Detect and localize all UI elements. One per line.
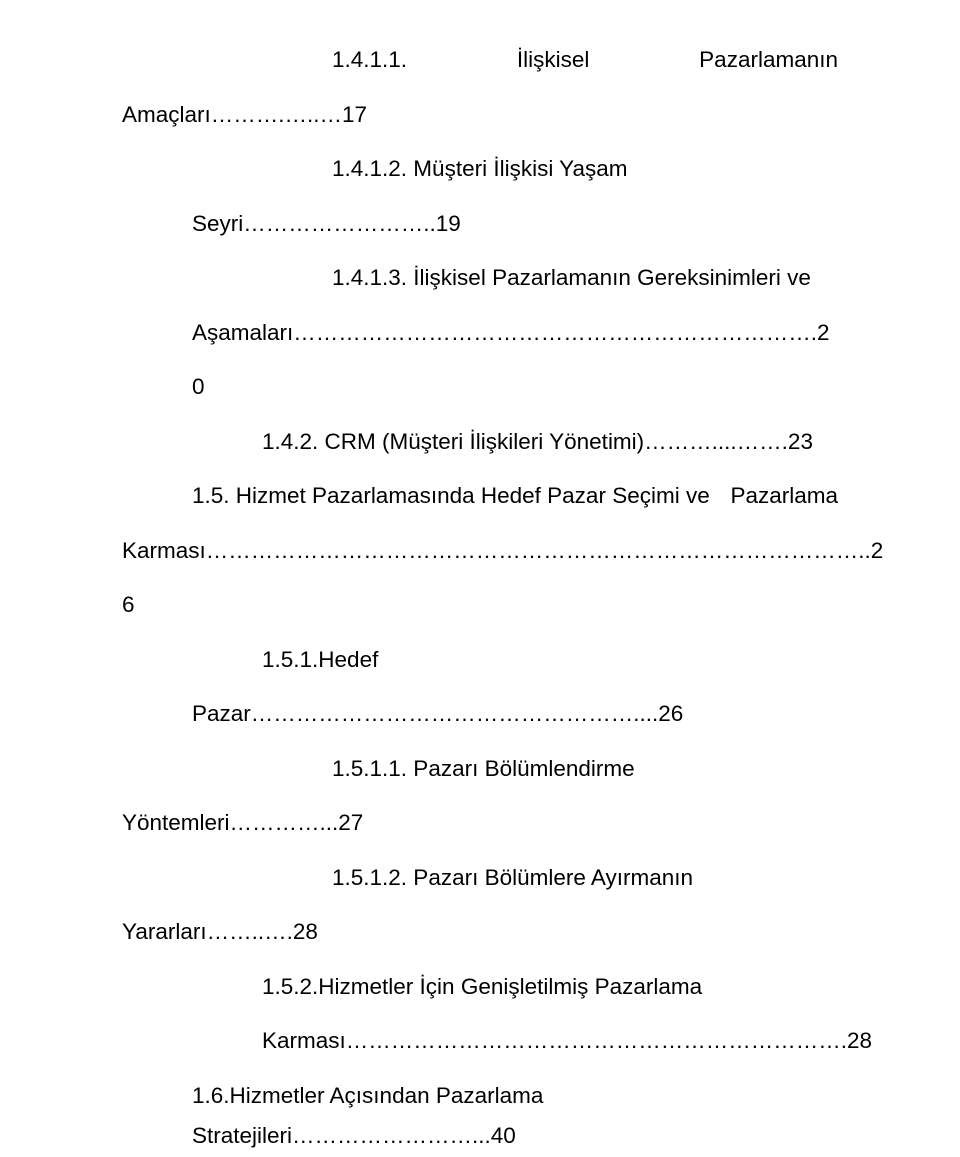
toc-line-18: 1.5.2.Hizmetler İçin Genişletilmiş Pazar… [122, 967, 838, 1008]
toc-text: 1.5.1.1. Pazarı Bölümlendirme [332, 756, 635, 781]
toc-text: Aşamaları…………………………………………………………….2 [192, 320, 830, 345]
toc-text: 1.6.Hizmetler Açısından Pazarlama Strate… [192, 1083, 543, 1149]
toc-line-19: Karması………………………………………………………….28 [122, 1021, 838, 1062]
toc-line-9: 1.5. Hizmet Pazarlamasında Hedef Pazar S… [122, 476, 838, 517]
toc-text: 1.5.1.2. Pazarı Bölümlere Ayırmanın [332, 865, 693, 890]
toc-line-8: 1.4.2. CRM (Müşteri İlişkileri Yönetimi)… [122, 422, 838, 463]
toc-text: 1.5.1.Hedef [262, 647, 378, 672]
section-word: İlişkisel [517, 40, 590, 81]
toc-text: 1.4.1.3. İlişkisel Pazarlamanın Gereksin… [332, 265, 811, 290]
toc-line-4: Seyri……………………..19 [122, 204, 838, 245]
section-word: Pazarlamanın [699, 40, 838, 81]
toc-line-6: Aşamaları…………………………………………………………….2 [122, 313, 838, 354]
toc-line-11: 6 [122, 585, 838, 626]
toc-text: Karması……………………………………………………………………………..2 [122, 538, 883, 563]
toc-line-13: Pazar……………………………………………....26 [122, 694, 838, 735]
toc-line-1: 1.4.1.1. İlişkisel Pazarlamanın [122, 40, 838, 81]
toc-text: Seyri……………………..19 [192, 211, 461, 236]
toc-line-15: Yöntemleri…………...27 [122, 803, 838, 844]
toc-text: Yararları……..….28 [122, 919, 318, 944]
toc-text: 1.5.2.Hizmetler İçin Genişletilmiş Pazar… [262, 974, 702, 999]
toc-line-14: 1.5.1.1. Pazarı Bölümlendirme [122, 749, 838, 790]
toc-line-20: 1.6.Hizmetler Açısından Pazarlama Strate… [122, 1076, 838, 1157]
toc-text: Karması………………………………………………………….28 [262, 1028, 872, 1053]
toc-text: Pazar……………………………………………....26 [192, 701, 683, 726]
toc-text-right: Pazarlama [730, 476, 838, 517]
toc-line-7: 0 [122, 367, 838, 408]
toc-text-left: 1.5. Hizmet Pazarlamasında Hedef Pazar S… [192, 476, 710, 517]
toc-text: 1.4.1.2. Müşteri İlişkisi Yaşam [332, 156, 628, 181]
toc-text: Amaçları……….…..…17 [122, 102, 367, 127]
toc-line-3: 1.4.1.2. Müşteri İlişkisi Yaşam [122, 149, 838, 190]
toc-line-2: Amaçları……….…..…17 [122, 95, 838, 136]
toc-text: 6 [122, 592, 135, 617]
toc-text: 0 [192, 374, 205, 399]
toc-line-17: Yararları……..….28 [122, 912, 838, 953]
toc-text: 1.4.2. CRM (Müşteri İlişkileri Yönetimi)… [262, 429, 813, 454]
toc-line-10: Karması……………………………………………………………………………..2 [122, 531, 838, 572]
toc-line-16: 1.5.1.2. Pazarı Bölümlere Ayırmanın [122, 858, 838, 899]
toc-text: Yöntemleri…………...27 [122, 810, 363, 835]
toc-line-5: 1.4.1.3. İlişkisel Pazarlamanın Gereksin… [122, 258, 838, 299]
toc-line-12: 1.5.1.Hedef [122, 640, 838, 681]
section-number: 1.4.1.1. [332, 40, 407, 81]
